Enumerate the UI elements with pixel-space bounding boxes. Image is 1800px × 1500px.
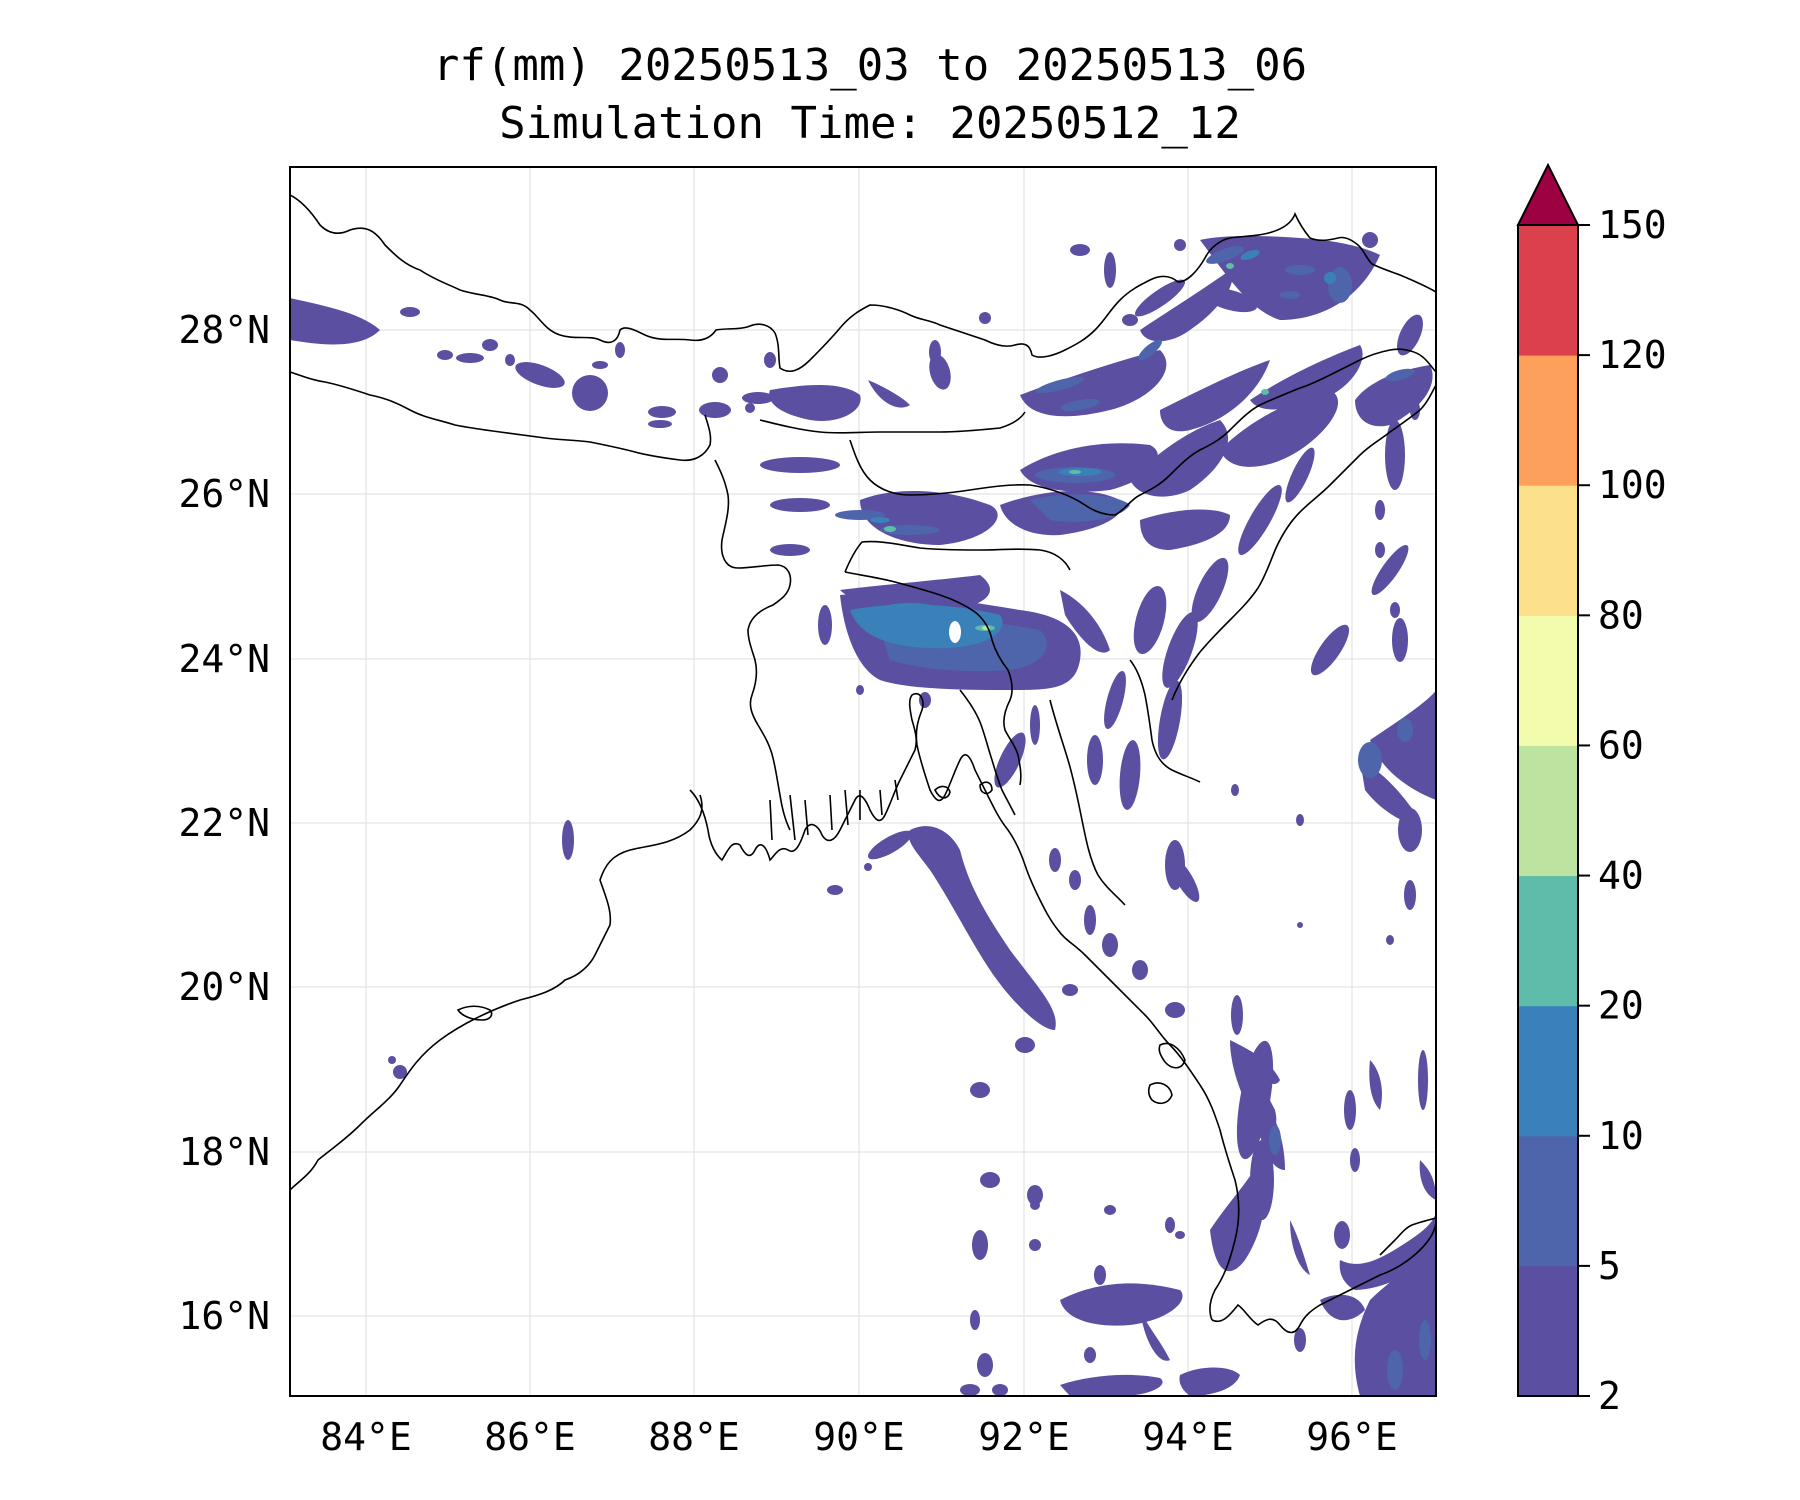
colorbar-bin: [1518, 485, 1578, 616]
colorbar-bin: [1518, 1265, 1578, 1397]
myanmar-south-border: [1379, 1217, 1436, 1256]
colorbar: 2 5 10 20 40 60 80 100 120 150: [1516, 162, 1667, 1418]
colorbar-bin: [1518, 875, 1578, 1007]
himalaya-border: [290, 194, 1436, 372]
tripura-border: [959, 689, 1016, 816]
lon-tick-label: 90°E: [813, 1415, 905, 1459]
rainfall-contours: [290, 232, 1436, 1396]
colorbar-tick-label: 150: [1598, 203, 1667, 247]
ramree-island: [1158, 1042, 1186, 1069]
nepal-south-border: [290, 371, 712, 462]
colorbar-bin: [1518, 615, 1578, 746]
colorbar-frame: [1517, 224, 1579, 1397]
colorbar-tick-label: 60: [1598, 723, 1644, 767]
map-subtitle: Simulation Time: 20250512_12: [499, 98, 1241, 149]
east-coast-india: [290, 794, 703, 1191]
map-axes-frame: [289, 166, 1437, 1397]
assam-south-border: [849, 348, 1436, 516]
colorbar-tick-label: 120: [1598, 333, 1667, 377]
colorbar-tick-label: 2: [1598, 1374, 1621, 1418]
colorbar-bin: [1518, 225, 1578, 356]
bengal-delta-coast: [689, 692, 1240, 1321]
lon-tick-label: 88°E: [648, 1415, 740, 1459]
colorbar-tick-label: 10: [1598, 1114, 1644, 1158]
lat-tick-label: 28°N: [178, 308, 270, 352]
lat-tick-label: 24°N: [178, 637, 270, 681]
bangladesh-east-border: [844, 571, 1022, 786]
meghalaya-border: [844, 540, 1071, 573]
map-title: rf(mm) 20250513_03 to 20250513_06: [432, 40, 1308, 91]
andaman-island: [1147, 1082, 1173, 1105]
lon-tick-label: 92°E: [978, 1415, 1070, 1459]
colorbar-tick-label: 100: [1598, 463, 1667, 507]
bay-islands: [934, 781, 993, 799]
colorbar-tick-label: 5: [1598, 1244, 1621, 1288]
colorbar-bin: [1518, 1135, 1578, 1267]
colorbar-tick-label: 40: [1598, 854, 1644, 898]
colorbar-extend-arrow: [1516, 162, 1580, 226]
rain-level-20-40: [884, 263, 1269, 631]
lat-tick-label: 26°N: [178, 472, 270, 516]
colorbar-tick-label: 20: [1598, 984, 1644, 1028]
rain-level-2-5: [290, 232, 1436, 1396]
rain-level-5-10: [835, 246, 1431, 1390]
lat-tick-label: 22°N: [178, 801, 270, 845]
lon-tick-label: 84°E: [320, 1415, 412, 1459]
mizoram-border: [1049, 699, 1126, 906]
rain-gap: [949, 621, 961, 643]
manipur-border: [1129, 659, 1201, 783]
lat-tick-label: 18°N: [178, 1130, 270, 1174]
bhutan-border: [759, 411, 1026, 434]
lat-tick-label: 20°N: [178, 965, 270, 1009]
colorbar-bin: [1518, 745, 1578, 877]
lat-tick-label: 16°N: [178, 1294, 270, 1338]
coastlines-and-borders: [290, 194, 1436, 1334]
colorbar-bin: [1518, 355, 1578, 486]
lon-tick-label: 86°E: [484, 1415, 576, 1459]
chilika-lagoon: [456, 1005, 493, 1021]
lon-tick-label: 96°E: [1306, 1415, 1398, 1459]
colorbar-bin: [1518, 1005, 1578, 1137]
tick-labels: 84°E 86°E 88°E 90°E 92°E 94°E 96°E 28°N …: [178, 308, 1397, 1459]
rain-level-10-20: [850, 249, 1336, 649]
myanmar-south-coast: [1211, 1219, 1436, 1334]
lon-tick-label: 94°E: [1142, 1415, 1234, 1459]
colorbar-tick-label: 80: [1598, 593, 1644, 637]
bangladesh-west-border: [714, 459, 792, 831]
sundarbans-channels: [769, 779, 899, 841]
myanmar-north-border: [1171, 384, 1436, 701]
